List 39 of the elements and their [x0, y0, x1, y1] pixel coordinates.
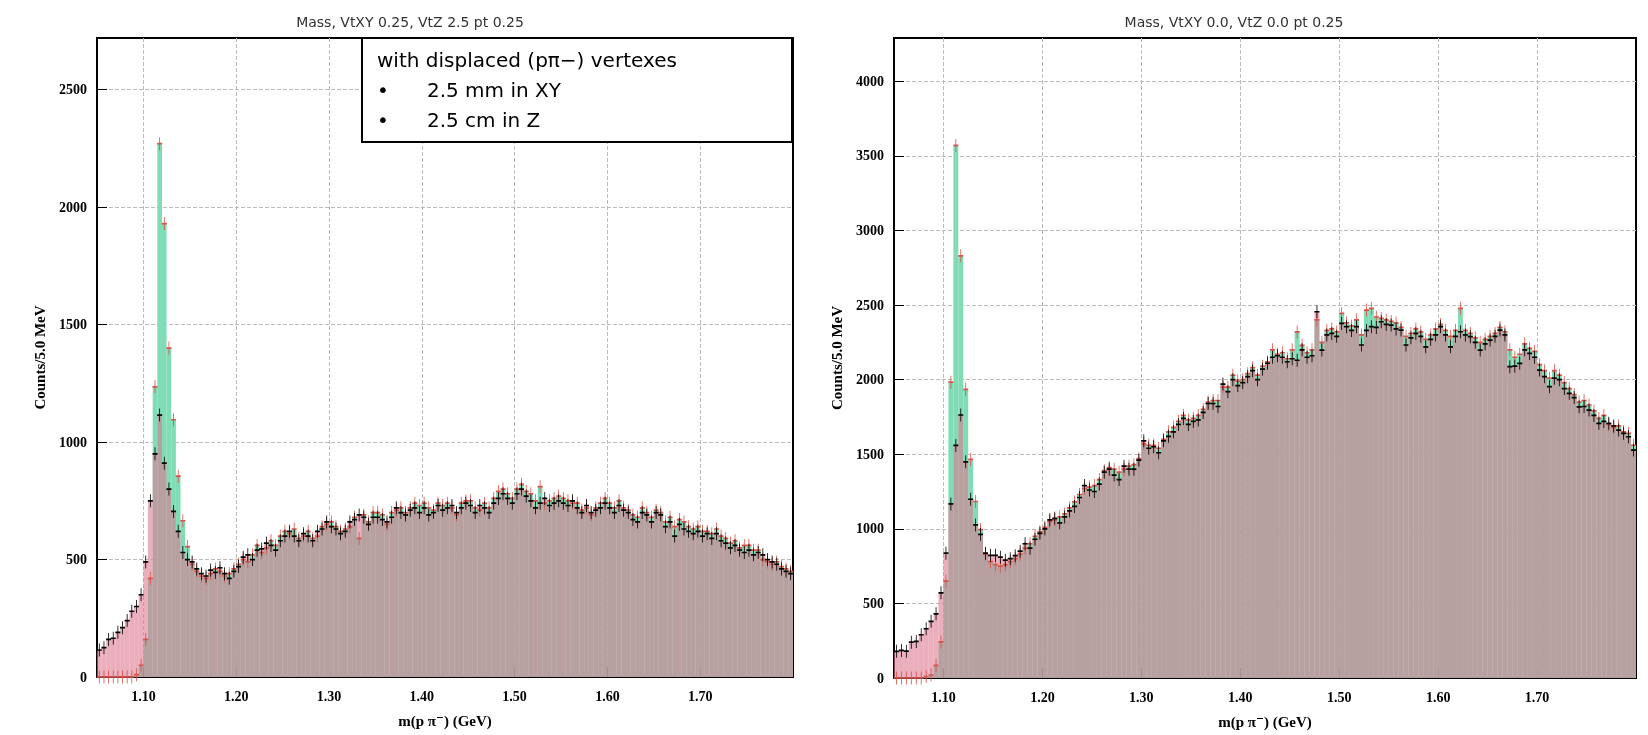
x-axis-title: m(p π⁻) (GeV): [398, 712, 492, 730]
y-tick-label: 1000: [856, 521, 884, 537]
x-tick-label: 1.10: [931, 689, 956, 705]
x-tick-label: 1.60: [595, 688, 620, 704]
annotation: • 2.5 cm in Z: [377, 107, 542, 134]
x-tick-label: 1.20: [223, 688, 249, 704]
x-tick-label: 1.50: [502, 688, 527, 704]
annotation: with displaced (pπ−) vertexes: [377, 47, 678, 74]
x-tick-label: 1.50: [1326, 689, 1352, 705]
x-tick-label: 1.70: [687, 688, 713, 704]
x-tick-label: 1.10: [131, 688, 156, 704]
chart-title: Mass, VtXY 0.25, VtZ 2.5 pt 0.25: [296, 14, 524, 30]
x-tick-label: 1.70: [1524, 689, 1550, 705]
x-tick-label: 1.40: [1228, 689, 1253, 705]
y-tick-label: 3000: [856, 222, 884, 238]
y-tick-label: 3500: [856, 148, 884, 164]
x-tick-label: 1.20: [1030, 689, 1055, 705]
y-tick-label: 500: [863, 595, 884, 611]
y-tick-label: 2000: [59, 199, 87, 215]
x-tick-label: 1.40: [409, 688, 435, 704]
note-box: with displaced (pπ−) vertexes • 2.5 mm in XY • 2.5 cm in Z: [361, 37, 793, 143]
y-axis-title: Counts/5.0 MeV: [31, 305, 48, 410]
x-tick-label: 1.60: [1425, 689, 1451, 705]
y-tick-label: 500: [66, 552, 87, 568]
y-axis-title: Counts/5.0 MeV: [828, 305, 845, 411]
y-tick-label: 0: [877, 670, 884, 686]
x-tick-label: 1.30: [316, 688, 342, 704]
x-tick-label: 1.30: [1129, 689, 1154, 705]
y-tick-label: 2500: [59, 82, 87, 98]
annotation: • 2.5 mm in XY: [377, 77, 562, 104]
y-tick-label: 1500: [59, 317, 87, 333]
y-tick-label: 2000: [856, 372, 884, 388]
y-tick-label: 4000: [856, 73, 884, 89]
y-tick-label: 0: [80, 669, 87, 685]
y-tick-label: 1500: [856, 446, 884, 462]
y-tick-label: 2500: [856, 297, 884, 313]
y-tick-label: 1000: [59, 434, 87, 450]
chart-title: Mass, VtXY 0.0, VtZ 0.0 pt 0.25: [1124, 14, 1344, 30]
x-axis-title: m(p π⁻) (GeV): [1218, 713, 1312, 731]
